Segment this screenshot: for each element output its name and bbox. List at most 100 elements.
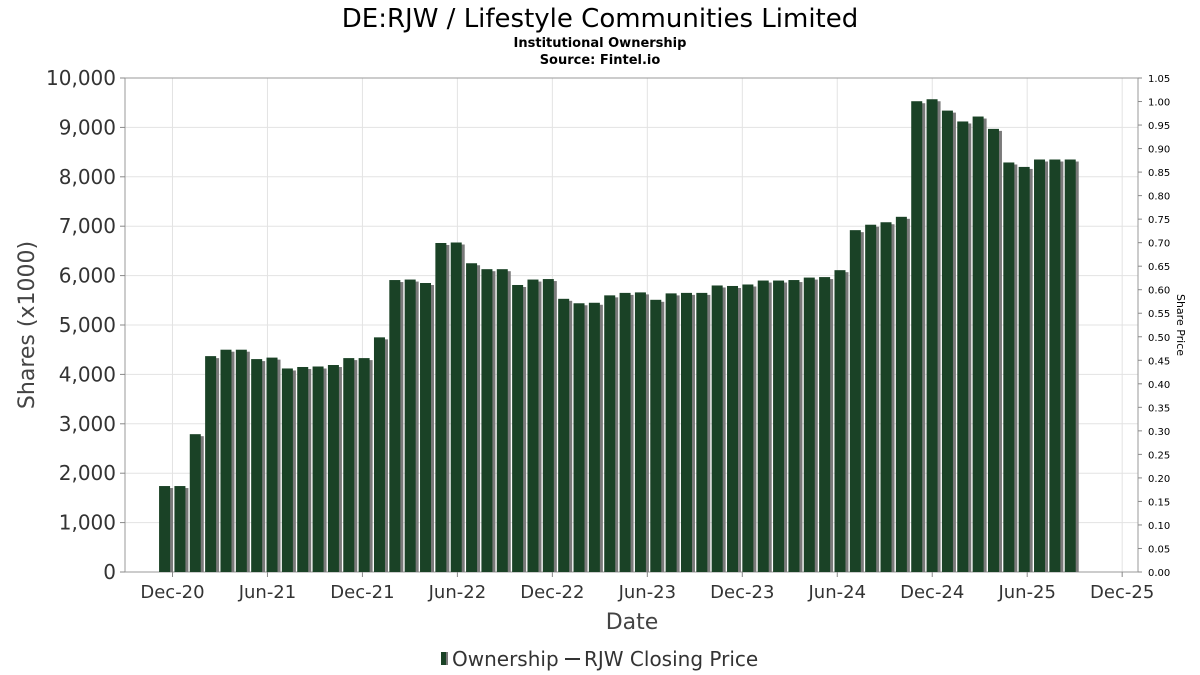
y2-tick-label: 0.55 — [1148, 309, 1170, 320]
x-tick-label: Jun-25 — [997, 582, 1056, 603]
x-axis-title: Date — [606, 610, 659, 635]
legend-ownership-label: Ownership — [452, 647, 559, 671]
ownership-bar — [773, 280, 785, 572]
ownership-bar — [680, 292, 692, 572]
y2-tick-label: 0.75 — [1148, 215, 1170, 226]
ownership-bar — [819, 277, 831, 572]
ownership-bar — [1018, 166, 1030, 573]
y2-tick-label: 0.35 — [1148, 403, 1170, 414]
ownership-bar — [941, 110, 953, 572]
ownership-bar — [1003, 162, 1015, 572]
ownership-bar — [926, 99, 938, 572]
x-tick-label: Dec-23 — [710, 582, 774, 603]
y-tick-label: 10,000 — [46, 66, 116, 90]
x-tick-label: Dec-25 — [1090, 582, 1154, 603]
y-tick-label: 6,000 — [59, 264, 116, 288]
ownership-bar — [343, 358, 355, 572]
ownership-bar — [588, 302, 600, 572]
y-tick-label: 8,000 — [59, 165, 116, 189]
ownership-bar — [174, 486, 186, 572]
ownership-bar — [911, 101, 923, 572]
ownership-bar — [757, 280, 769, 572]
ownership-bar — [450, 242, 462, 572]
y-tick-label: 1,000 — [59, 511, 116, 535]
ownership-bar — [527, 279, 539, 572]
y2-tick-label: 0.90 — [1148, 145, 1170, 156]
y-tick-label: 5,000 — [59, 313, 116, 337]
ownership-bar — [189, 434, 201, 572]
ownership-bar — [235, 349, 247, 572]
y-axis-ticks: 0 1,000 2,000 3,000 4,000 5,000 6,000 7,000 8,00… — [46, 66, 125, 584]
y2-tick-label: 0.95 — [1148, 121, 1170, 132]
ownership-bar — [665, 293, 677, 572]
ownership-bar — [251, 359, 263, 572]
y2-tick-label: 0.15 — [1148, 497, 1170, 508]
x-tick-label: Dec-22 — [520, 582, 584, 603]
ownership-bar — [435, 242, 447, 572]
y-tick-label: 2,000 — [59, 461, 116, 485]
ownership-bar — [711, 285, 723, 572]
ownership-bar — [834, 270, 846, 572]
legend-ownership-swatch-shadow — [446, 652, 448, 665]
ownership-bar — [650, 299, 662, 572]
x-tick-label: Jun-24 — [808, 582, 867, 603]
y2-axis-ticks: 0.00 0.05 0.10 0.15 0.20 0.25 0.30 0.35 0.40 0.45… — [1138, 74, 1170, 579]
legend-price-label: RJW Closing Price — [584, 647, 758, 671]
ownership-bar — [895, 216, 907, 572]
x-tick-label: Jun-21 — [238, 582, 297, 603]
ownership-bar — [297, 366, 309, 572]
chart-source: Source: Fintel.io — [540, 53, 661, 68]
ownership-bar — [389, 280, 401, 572]
y-tick-label: 9,000 — [59, 115, 116, 139]
ownership-bar — [220, 349, 232, 572]
y-tick-label: 3,000 — [59, 412, 116, 436]
y2-tick-label: 0.65 — [1148, 262, 1170, 273]
y2-tick-label: 0.30 — [1148, 427, 1170, 438]
ownership-bar — [573, 303, 585, 572]
chart-subtitle: Institutional Ownership — [514, 36, 687, 51]
x-tick-label: Jun-23 — [618, 582, 677, 603]
y2-tick-label: 1.00 — [1148, 98, 1170, 109]
ownership-bar — [466, 263, 478, 572]
ownership-bar — [742, 284, 754, 572]
ownership-bar — [727, 285, 739, 572]
ownership-bar — [1049, 159, 1061, 572]
x-tick-label: Jun-22 — [428, 582, 487, 603]
y2-tick-label: 0.05 — [1148, 544, 1170, 555]
ownership-bar — [880, 222, 892, 573]
y2-tick-label: 0.00 — [1148, 568, 1170, 579]
x-axis-ticks: Dec-20 Jun-21 Dec-21 Jun-22 Dec-22 Jun-23 Dec-… — [140, 572, 1154, 603]
ownership-bar — [358, 358, 370, 572]
ownership-bar — [865, 224, 877, 572]
y2-tick-label: 0.45 — [1148, 356, 1170, 367]
ownership-bar — [604, 295, 616, 572]
ownership-bar — [542, 279, 554, 572]
ownership-bar — [957, 121, 969, 573]
ownership-bar — [619, 292, 631, 572]
y-tick-label: 4,000 — [59, 362, 116, 386]
ownership-bar — [496, 269, 508, 572]
ownership-bar — [788, 280, 800, 572]
ownership-bar — [512, 284, 524, 572]
y2-tick-label: 0.10 — [1148, 521, 1170, 532]
y2-tick-label: 0.80 — [1148, 192, 1170, 203]
y2-tick-label: 0.50 — [1148, 333, 1170, 344]
y2-tick-label: 0.60 — [1148, 286, 1170, 297]
ownership-bar — [159, 486, 171, 572]
y-tick-label: 7,000 — [59, 214, 116, 238]
ownership-bar — [481, 269, 493, 572]
ownership-bar — [312, 366, 324, 572]
y-tick-label: 0 — [103, 560, 116, 584]
y2-tick-label: 0.85 — [1148, 168, 1170, 179]
y2-tick-label: 1.05 — [1148, 74, 1170, 85]
ownership-bar — [327, 365, 339, 572]
ownership-bar — [558, 298, 570, 572]
y2-tick-label: 0.70 — [1148, 239, 1170, 250]
ownership-bar — [1034, 159, 1046, 572]
ownership-bar — [972, 116, 984, 573]
ownership-bar — [420, 283, 432, 572]
chart-title: DE:RJW / Lifestyle Communities Limited — [342, 4, 858, 34]
ownership-bar — [634, 292, 646, 572]
y2-tick-label: 0.25 — [1148, 450, 1170, 461]
